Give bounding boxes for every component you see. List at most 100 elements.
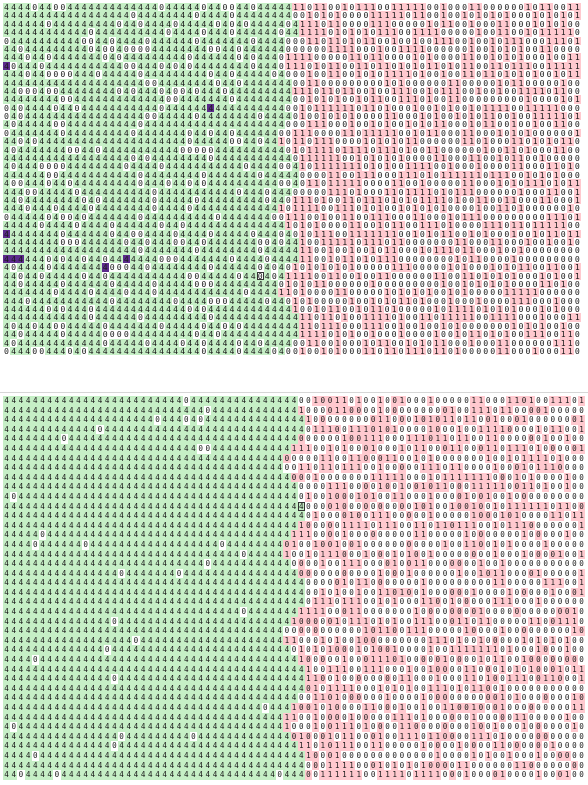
- grid-cell[interactable]: 4: [233, 491, 241, 502]
- grid-cell[interactable]: 1: [524, 2, 532, 12]
- grid-cell[interactable]: 0: [179, 236, 187, 247]
- grid-cell[interactable]: 0: [517, 178, 525, 189]
- grid-cell[interactable]: 4: [268, 511, 277, 521]
- grid-cell[interactable]: 4: [225, 549, 233, 560]
- grid-cell[interactable]: 0: [284, 119, 292, 130]
- grid-cell[interactable]: 0: [566, 211, 574, 222]
- grid-cell[interactable]: 4: [193, 186, 201, 197]
- grid-cell[interactable]: 1: [446, 169, 454, 180]
- grid-cell[interactable]: 1: [383, 312, 391, 323]
- grid-cell[interactable]: 1: [446, 295, 454, 306]
- grid-cell[interactable]: 4: [172, 69, 180, 80]
- grid-cell[interactable]: 1: [419, 520, 428, 531]
- grid-cell[interactable]: 4: [10, 35, 18, 46]
- grid-cell[interactable]: 0: [538, 203, 546, 214]
- grid-cell[interactable]: 0: [446, 10, 454, 21]
- grid-cell[interactable]: 4: [143, 228, 151, 239]
- grid-cell[interactable]: 0: [531, 52, 539, 63]
- grid-cell[interactable]: 0: [439, 94, 447, 105]
- grid-cell[interactable]: 1: [559, 337, 567, 348]
- grid-cell[interactable]: 0: [24, 295, 32, 306]
- grid-cell[interactable]: 1: [455, 463, 463, 473]
- grid-cell[interactable]: 4: [249, 262, 257, 273]
- grid-cell[interactable]: 0: [376, 278, 384, 289]
- grid-cell[interactable]: 4: [290, 434, 298, 444]
- grid-cell[interactable]: 4: [189, 511, 198, 521]
- grid-cell[interactable]: 4: [143, 27, 151, 38]
- grid-cell[interactable]: 4: [108, 153, 116, 164]
- grid-cell[interactable]: 4: [240, 396, 248, 406]
- grid-cell[interactable]: 4: [283, 434, 291, 444]
- grid-cell[interactable]: 4: [158, 287, 166, 298]
- grid-cell[interactable]: 4: [150, 228, 159, 239]
- grid-cell[interactable]: 4: [256, 18, 264, 29]
- grid-cell[interactable]: 0: [489, 228, 497, 239]
- grid-cell[interactable]: 0: [552, 77, 560, 88]
- grid-cell[interactable]: 4: [153, 539, 162, 550]
- grid-cell[interactable]: 4: [24, 337, 32, 348]
- grid-cell[interactable]: 4: [17, 18, 25, 29]
- grid-cell[interactable]: 1: [468, 253, 476, 264]
- grid-cell[interactable]: 4: [204, 530, 212, 540]
- grid-cell[interactable]: 4: [150, 10, 159, 21]
- grid-cell[interactable]: 0: [517, 127, 525, 138]
- grid-cell[interactable]: 4: [66, 253, 74, 264]
- grid-cell[interactable]: 4: [94, 278, 102, 289]
- grid-cell[interactable]: 1: [398, 443, 406, 454]
- grid-cell[interactable]: 4: [270, 43, 278, 54]
- grid-cell[interactable]: 4: [197, 530, 205, 540]
- grid-cell[interactable]: 4: [249, 94, 257, 105]
- grid-cell[interactable]: 4: [66, 194, 74, 205]
- grid-cell[interactable]: 4: [221, 27, 229, 38]
- grid-cell[interactable]: 1: [427, 453, 435, 464]
- grid-cell[interactable]: 4: [101, 144, 109, 155]
- grid-cell[interactable]: 0: [477, 511, 485, 521]
- grid-cell[interactable]: 0: [376, 111, 384, 122]
- grid-cell[interactable]: 1: [327, 18, 335, 29]
- grid-cell[interactable]: 4: [136, 27, 144, 38]
- grid-cell[interactable]: 1: [470, 520, 478, 531]
- grid-cell[interactable]: 4: [263, 85, 271, 96]
- grid-cell[interactable]: 0: [101, 270, 109, 281]
- grid-cell[interactable]: 4: [94, 27, 102, 38]
- grid-cell[interactable]: 4: [10, 94, 18, 105]
- grid-cell[interactable]: 4: [221, 287, 229, 298]
- grid-cell[interactable]: 1: [503, 203, 511, 214]
- grid-cell[interactable]: 4: [125, 559, 133, 569]
- grid-cell[interactable]: 0: [559, 2, 567, 12]
- grid-cell[interactable]: 4: [24, 472, 32, 483]
- grid-cell[interactable]: 0: [304, 539, 313, 550]
- grid-cell[interactable]: 1: [578, 511, 586, 521]
- grid-cell[interactable]: 4: [165, 69, 173, 80]
- grid-cell[interactable]: 0: [228, 2, 236, 12]
- grid-cell[interactable]: 0: [527, 415, 535, 425]
- grid-cell[interactable]: 0: [235, 52, 243, 63]
- grid-cell[interactable]: 4: [225, 491, 233, 502]
- grid-cell[interactable]: 0: [179, 337, 187, 348]
- grid-cell[interactable]: 0: [355, 85, 363, 96]
- grid-cell[interactable]: 0: [559, 169, 567, 180]
- grid-cell[interactable]: 4: [186, 77, 194, 88]
- grid-cell[interactable]: 4: [66, 203, 74, 214]
- grid-cell[interactable]: 4: [268, 405, 277, 416]
- grid-cell[interactable]: 4: [31, 482, 39, 492]
- grid-cell[interactable]: 4: [225, 568, 233, 579]
- grid-cell[interactable]: 1: [390, 2, 398, 12]
- grid-cell[interactable]: 1: [531, 18, 539, 29]
- grid-cell[interactable]: 4: [132, 511, 140, 521]
- grid-cell[interactable]: 4: [66, 287, 74, 298]
- grid-cell[interactable]: 4: [276, 511, 284, 521]
- grid-cell[interactable]: 4: [24, 287, 32, 298]
- grid-cell[interactable]: 0: [475, 144, 483, 155]
- grid-cell[interactable]: 0: [383, 539, 392, 550]
- grid-cell[interactable]: 0: [489, 194, 497, 205]
- grid-cell[interactable]: 1: [284, 220, 292, 231]
- grid-cell[interactable]: 4: [276, 453, 284, 464]
- grid-cell[interactable]: 4: [168, 443, 176, 454]
- grid-cell[interactable]: 4: [261, 511, 269, 521]
- grid-cell[interactable]: 1: [559, 211, 567, 222]
- grid-cell[interactable]: 4: [24, 144, 32, 155]
- grid-cell[interactable]: 0: [320, 270, 328, 281]
- grid-cell[interactable]: 4: [3, 329, 11, 340]
- grid-cell[interactable]: 4: [225, 453, 233, 464]
